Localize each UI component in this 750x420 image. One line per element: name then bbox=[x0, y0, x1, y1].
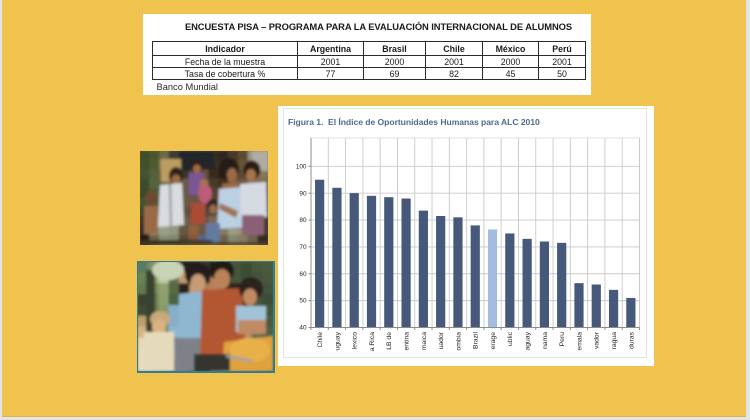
svg-text:Brazil: Brazil bbox=[473, 332, 480, 349]
svg-text:Chile: Chile bbox=[317, 332, 324, 348]
svg-text:ragua: ragua bbox=[611, 332, 618, 350]
svg-text:emala: emala bbox=[576, 332, 583, 351]
svg-text:uador: uador bbox=[438, 331, 445, 349]
svg-text:50: 50 bbox=[299, 298, 307, 305]
svg-text:duras: duras bbox=[628, 331, 635, 349]
svg-text:70: 70 bbox=[299, 244, 307, 251]
svg-text:nama: nama bbox=[542, 332, 549, 349]
svg-text:ublic: ublic bbox=[507, 331, 514, 346]
svg-text:entina: entina bbox=[403, 332, 410, 351]
svg-text:40: 40 bbox=[299, 325, 307, 332]
svg-text:erage: erage bbox=[490, 332, 497, 350]
svg-text:aguay: aguay bbox=[525, 331, 532, 350]
svg-text:vador: vador bbox=[594, 331, 601, 349]
svg-text:lexico: lexico bbox=[352, 332, 359, 350]
svg-text:LB de: LB de bbox=[386, 332, 393, 350]
svg-text:a Rica: a Rica bbox=[369, 332, 376, 351]
svg-text:80: 80 bbox=[299, 217, 307, 224]
svg-text:Peru: Peru bbox=[559, 332, 566, 347]
svg-text:ombia: ombia bbox=[455, 332, 462, 351]
svg-text:90: 90 bbox=[299, 190, 307, 197]
svg-text:60: 60 bbox=[299, 271, 307, 278]
svg-text:maica: maica bbox=[421, 332, 428, 350]
svg-text:uguay: uguay bbox=[334, 331, 341, 350]
svg-text:100: 100 bbox=[296, 163, 307, 170]
